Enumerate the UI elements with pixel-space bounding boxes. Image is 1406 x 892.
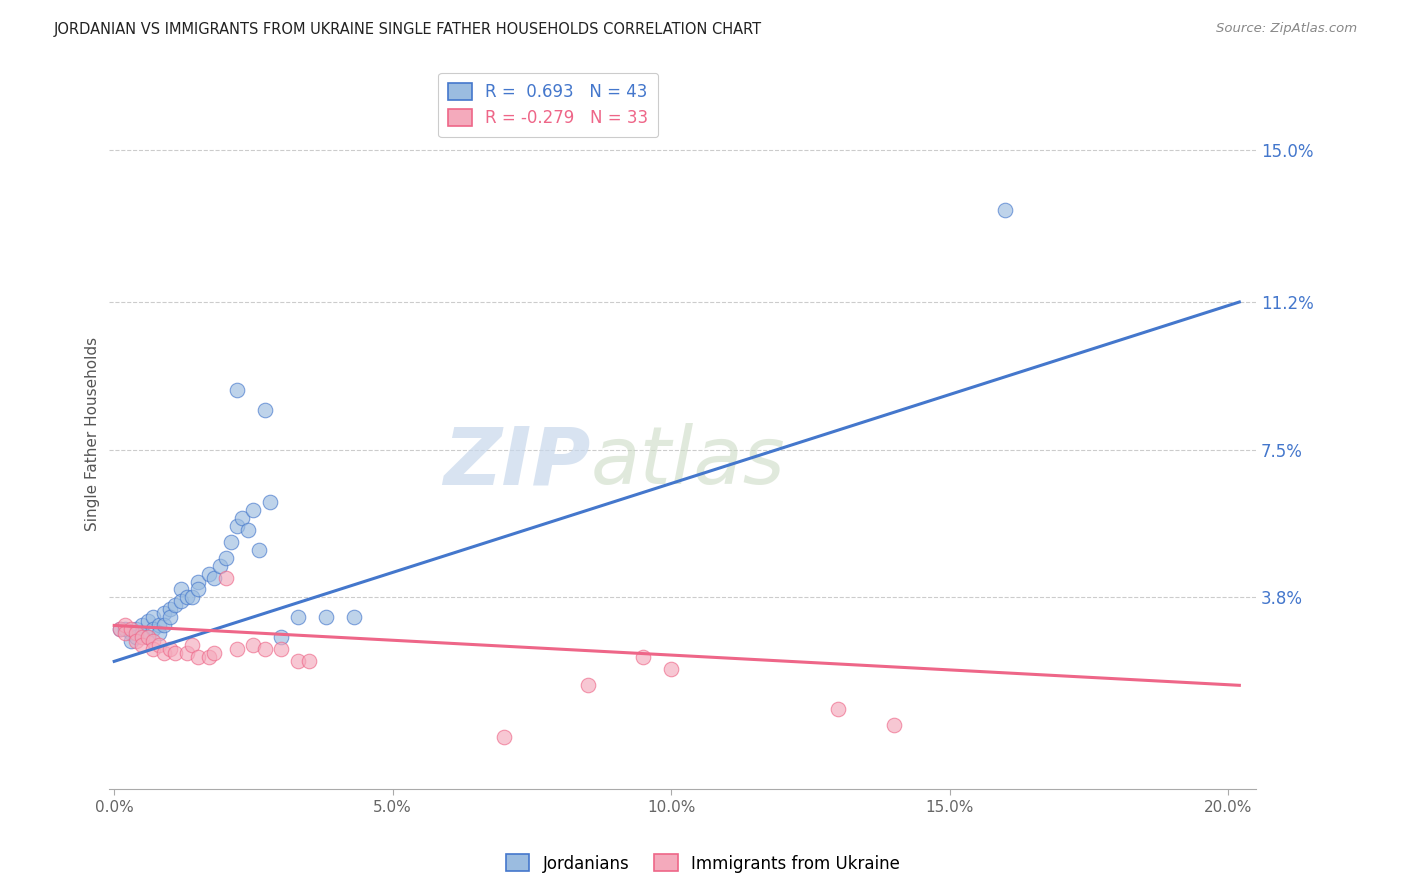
- Point: [315, 610, 337, 624]
- Point: [633, 650, 655, 665]
- Point: [131, 626, 153, 640]
- Point: [343, 610, 366, 624]
- Point: [231, 510, 253, 524]
- Point: [287, 654, 309, 668]
- Y-axis label: Single Father Households: Single Father Households: [86, 336, 100, 531]
- Legend: Jordanians, Immigrants from Ukraine: Jordanians, Immigrants from Ukraine: [499, 847, 907, 880]
- Point: [187, 574, 209, 589]
- Point: [170, 594, 193, 608]
- Point: [125, 626, 148, 640]
- Point: [120, 623, 142, 637]
- Point: [125, 623, 148, 637]
- Point: [494, 730, 516, 744]
- Point: [114, 626, 136, 640]
- Legend: R =  0.693   N = 43, R = -0.279   N = 33: R = 0.693 N = 43, R = -0.279 N = 33: [439, 72, 658, 137]
- Point: [225, 642, 247, 657]
- Point: [298, 654, 321, 668]
- Point: [253, 402, 276, 417]
- Point: [159, 610, 181, 624]
- Point: [225, 518, 247, 533]
- Point: [148, 618, 170, 632]
- Point: [576, 678, 599, 692]
- Point: [219, 534, 242, 549]
- Point: [270, 642, 292, 657]
- Point: [108, 623, 131, 637]
- Point: [114, 618, 136, 632]
- Point: [108, 623, 131, 637]
- Point: [242, 639, 264, 653]
- Text: Source: ZipAtlas.com: Source: ZipAtlas.com: [1216, 22, 1357, 36]
- Point: [142, 623, 165, 637]
- Point: [176, 591, 198, 605]
- Point: [253, 642, 276, 657]
- Point: [159, 642, 181, 657]
- Point: [176, 646, 198, 660]
- Point: [136, 631, 159, 645]
- Point: [214, 550, 236, 565]
- Point: [142, 642, 165, 657]
- Point: [170, 582, 193, 597]
- Point: [187, 650, 209, 665]
- Text: atlas: atlas: [591, 423, 786, 501]
- Point: [242, 502, 264, 516]
- Point: [198, 650, 221, 665]
- Point: [287, 610, 309, 624]
- Point: [165, 599, 187, 613]
- Point: [131, 639, 153, 653]
- Point: [165, 646, 187, 660]
- Text: JORDANIAN VS IMMIGRANTS FROM UKRAINE SINGLE FATHER HOUSEHOLDS CORRELATION CHART: JORDANIAN VS IMMIGRANTS FROM UKRAINE SIN…: [53, 22, 762, 37]
- Point: [181, 591, 204, 605]
- Point: [181, 639, 204, 653]
- Point: [153, 607, 176, 621]
- Point: [204, 570, 226, 584]
- Point: [236, 523, 259, 537]
- Point: [659, 662, 682, 676]
- Point: [131, 618, 153, 632]
- Point: [225, 383, 247, 397]
- Point: [125, 631, 148, 645]
- Point: [148, 639, 170, 653]
- Point: [270, 631, 292, 645]
- Point: [148, 626, 170, 640]
- Point: [153, 618, 176, 632]
- Point: [159, 602, 181, 616]
- Text: ZIP: ZIP: [443, 423, 591, 501]
- Point: [883, 718, 905, 732]
- Point: [214, 570, 236, 584]
- Point: [827, 702, 849, 716]
- Point: [204, 646, 226, 660]
- Point: [120, 634, 142, 648]
- Point: [198, 566, 221, 581]
- Point: [136, 615, 159, 629]
- Point: [136, 631, 159, 645]
- Point: [120, 626, 142, 640]
- Point: [994, 203, 1017, 218]
- Point: [153, 646, 176, 660]
- Point: [114, 623, 136, 637]
- Point: [142, 634, 165, 648]
- Point: [247, 542, 270, 557]
- Point: [142, 610, 165, 624]
- Point: [208, 558, 231, 573]
- Point: [259, 494, 281, 508]
- Point: [131, 631, 153, 645]
- Point: [187, 582, 209, 597]
- Point: [125, 634, 148, 648]
